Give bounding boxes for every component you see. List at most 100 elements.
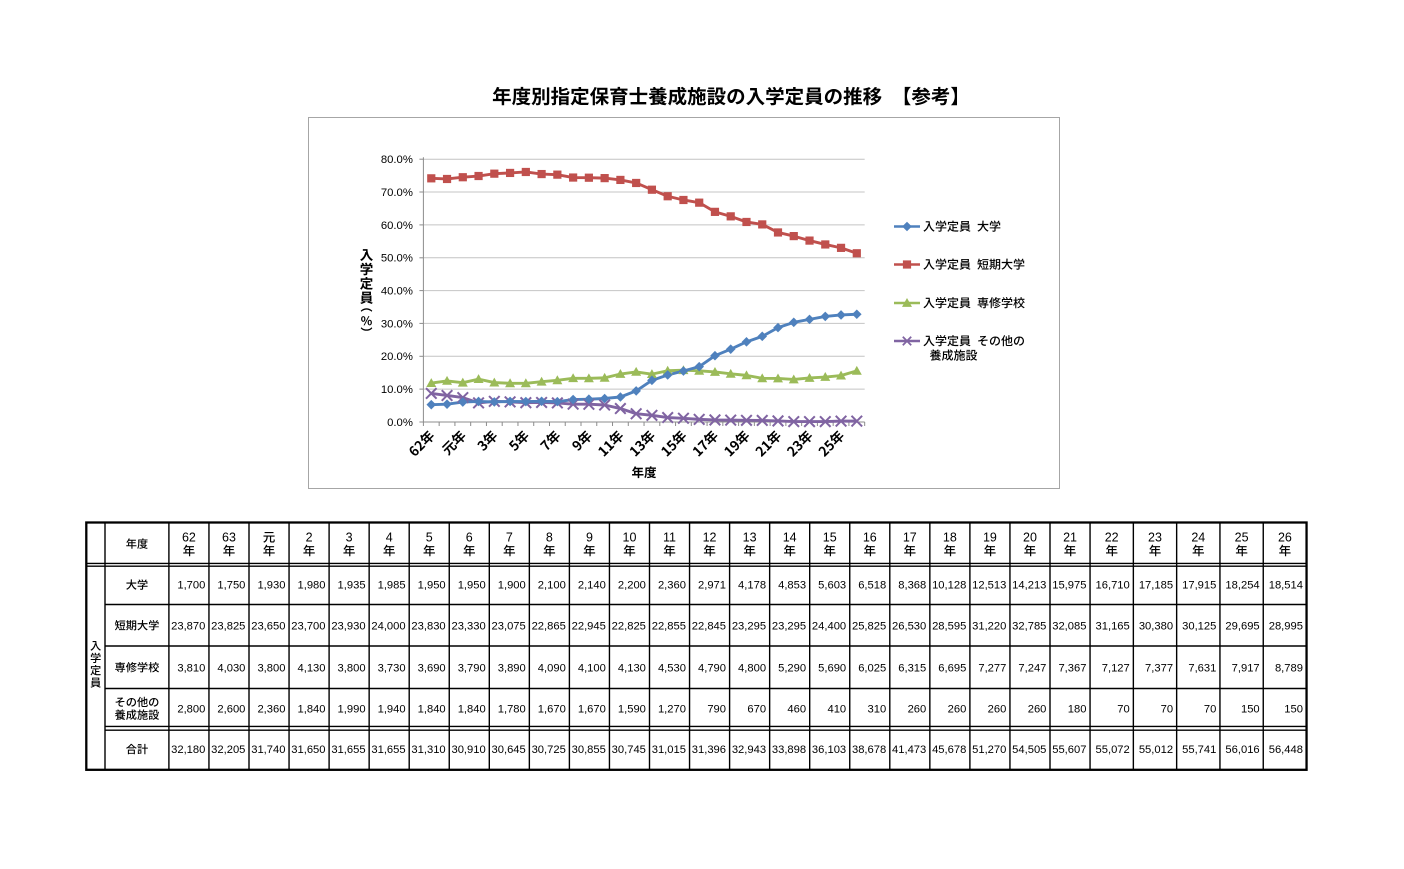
svg-text:16: 16 xyxy=(863,531,877,545)
svg-text:6,518: 6,518 xyxy=(858,580,886,592)
svg-text:10,128: 10,128 xyxy=(932,580,966,592)
svg-text:2,971: 2,971 xyxy=(698,580,726,592)
svg-text:16,710: 16,710 xyxy=(1096,580,1130,592)
svg-text:70: 70 xyxy=(1161,703,1173,715)
svg-text:1,900: 1,900 xyxy=(498,580,526,592)
svg-text:45,678: 45,678 xyxy=(932,744,966,756)
svg-text:4,130: 4,130 xyxy=(618,662,646,674)
svg-text:7,631: 7,631 xyxy=(1188,662,1216,674)
svg-text:31,655: 31,655 xyxy=(371,744,405,756)
svg-text:3,690: 3,690 xyxy=(418,662,446,674)
svg-text:31,650: 31,650 xyxy=(291,744,325,756)
svg-text:60.0%: 60.0% xyxy=(381,220,413,232)
svg-text:55,741: 55,741 xyxy=(1182,744,1216,756)
svg-text:1,840: 1,840 xyxy=(418,703,446,715)
svg-text:23,825: 23,825 xyxy=(211,620,245,632)
svg-text:4,853: 4,853 xyxy=(778,580,806,592)
svg-text:17,185: 17,185 xyxy=(1139,580,1173,592)
svg-text:1,840: 1,840 xyxy=(458,703,486,715)
svg-text:7,367: 7,367 xyxy=(1058,662,1086,674)
svg-text:1,985: 1,985 xyxy=(378,580,406,592)
svg-text:29,695: 29,695 xyxy=(1225,620,1259,632)
svg-text:51,270: 51,270 xyxy=(972,744,1006,756)
svg-text:26: 26 xyxy=(1278,531,1292,545)
svg-text:180: 180 xyxy=(1068,703,1087,715)
svg-text:31,220: 31,220 xyxy=(972,620,1006,632)
svg-text:70: 70 xyxy=(1117,703,1129,715)
svg-text:33,898: 33,898 xyxy=(772,744,806,756)
svg-text:2,200: 2,200 xyxy=(618,580,646,592)
svg-text:10.0%: 10.0% xyxy=(381,384,413,396)
svg-text:12,513: 12,513 xyxy=(972,580,1006,592)
svg-text:31,165: 31,165 xyxy=(1096,620,1130,632)
svg-text:80.0%: 80.0% xyxy=(381,154,413,166)
svg-text:23,295: 23,295 xyxy=(772,620,806,632)
svg-text:1,750: 1,750 xyxy=(217,580,245,592)
svg-text:3,730: 3,730 xyxy=(378,662,406,674)
svg-text:2,360: 2,360 xyxy=(257,703,285,715)
svg-text:30,855: 30,855 xyxy=(572,744,606,756)
svg-text:4,790: 4,790 xyxy=(698,662,726,674)
svg-text:18: 18 xyxy=(943,531,957,545)
svg-text:28,595: 28,595 xyxy=(932,620,966,632)
svg-text:12: 12 xyxy=(703,531,717,545)
svg-text:10: 10 xyxy=(623,531,637,545)
svg-text:260: 260 xyxy=(908,703,927,715)
svg-text:6,315: 6,315 xyxy=(898,662,926,674)
svg-text:70.0%: 70.0% xyxy=(381,187,413,199)
svg-text:23: 23 xyxy=(1148,531,1162,545)
svg-text:15: 15 xyxy=(823,531,837,545)
svg-text:41,473: 41,473 xyxy=(892,744,926,756)
svg-text:23,870: 23,870 xyxy=(171,620,205,632)
svg-text:5,603: 5,603 xyxy=(818,580,846,592)
svg-text:7,127: 7,127 xyxy=(1102,662,1130,674)
svg-text:7,277: 7,277 xyxy=(978,662,1006,674)
svg-text:1,590: 1,590 xyxy=(618,703,646,715)
svg-text:1,935: 1,935 xyxy=(338,580,366,592)
svg-text:1,990: 1,990 xyxy=(338,703,366,715)
svg-text:54,505: 54,505 xyxy=(1012,744,1046,756)
svg-text:30,645: 30,645 xyxy=(492,744,526,756)
svg-text:70: 70 xyxy=(1204,703,1216,715)
svg-text:22,855: 22,855 xyxy=(652,620,686,632)
svg-text:55,607: 55,607 xyxy=(1052,744,1086,756)
svg-text:2,800: 2,800 xyxy=(177,703,205,715)
svg-text:4: 4 xyxy=(386,531,393,545)
svg-text:7: 7 xyxy=(506,531,513,545)
svg-text:24,000: 24,000 xyxy=(371,620,405,632)
svg-text:3,790: 3,790 xyxy=(458,662,486,674)
svg-text:30,910: 30,910 xyxy=(451,744,485,756)
svg-text:20: 20 xyxy=(1023,531,1037,545)
svg-text:4,090: 4,090 xyxy=(538,662,566,674)
svg-text:50.0%: 50.0% xyxy=(381,253,413,265)
svg-text:3,890: 3,890 xyxy=(498,662,526,674)
svg-text:2: 2 xyxy=(306,531,313,545)
svg-text:55,072: 55,072 xyxy=(1096,744,1130,756)
svg-text:24,400: 24,400 xyxy=(812,620,846,632)
svg-text:3,810: 3,810 xyxy=(177,662,205,674)
svg-text:5: 5 xyxy=(426,531,433,545)
svg-text:260: 260 xyxy=(948,703,967,715)
svg-text:22,865: 22,865 xyxy=(532,620,566,632)
svg-text:56,448: 56,448 xyxy=(1269,744,1303,756)
svg-text:38,678: 38,678 xyxy=(852,744,886,756)
svg-text:13: 13 xyxy=(743,531,757,545)
svg-text:8,789: 8,789 xyxy=(1275,662,1303,674)
svg-text:22,945: 22,945 xyxy=(572,620,606,632)
svg-text:25: 25 xyxy=(1235,531,1249,545)
svg-text:25,825: 25,825 xyxy=(852,620,886,632)
svg-text:1,980: 1,980 xyxy=(298,580,326,592)
svg-text:410: 410 xyxy=(827,703,846,715)
svg-text:4,178: 4,178 xyxy=(738,580,766,592)
svg-text:2,140: 2,140 xyxy=(578,580,606,592)
svg-text:63: 63 xyxy=(222,531,236,545)
svg-text:4,530: 4,530 xyxy=(658,662,686,674)
svg-text:20.0%: 20.0% xyxy=(381,351,413,363)
svg-text:14,213: 14,213 xyxy=(1012,580,1046,592)
svg-text:23,295: 23,295 xyxy=(732,620,766,632)
svg-text:22: 22 xyxy=(1105,531,1119,545)
svg-text:31,015: 31,015 xyxy=(652,744,686,756)
svg-text:56,016: 56,016 xyxy=(1225,744,1259,756)
svg-text:40.0%: 40.0% xyxy=(381,286,413,298)
svg-text:1,780: 1,780 xyxy=(498,703,526,715)
